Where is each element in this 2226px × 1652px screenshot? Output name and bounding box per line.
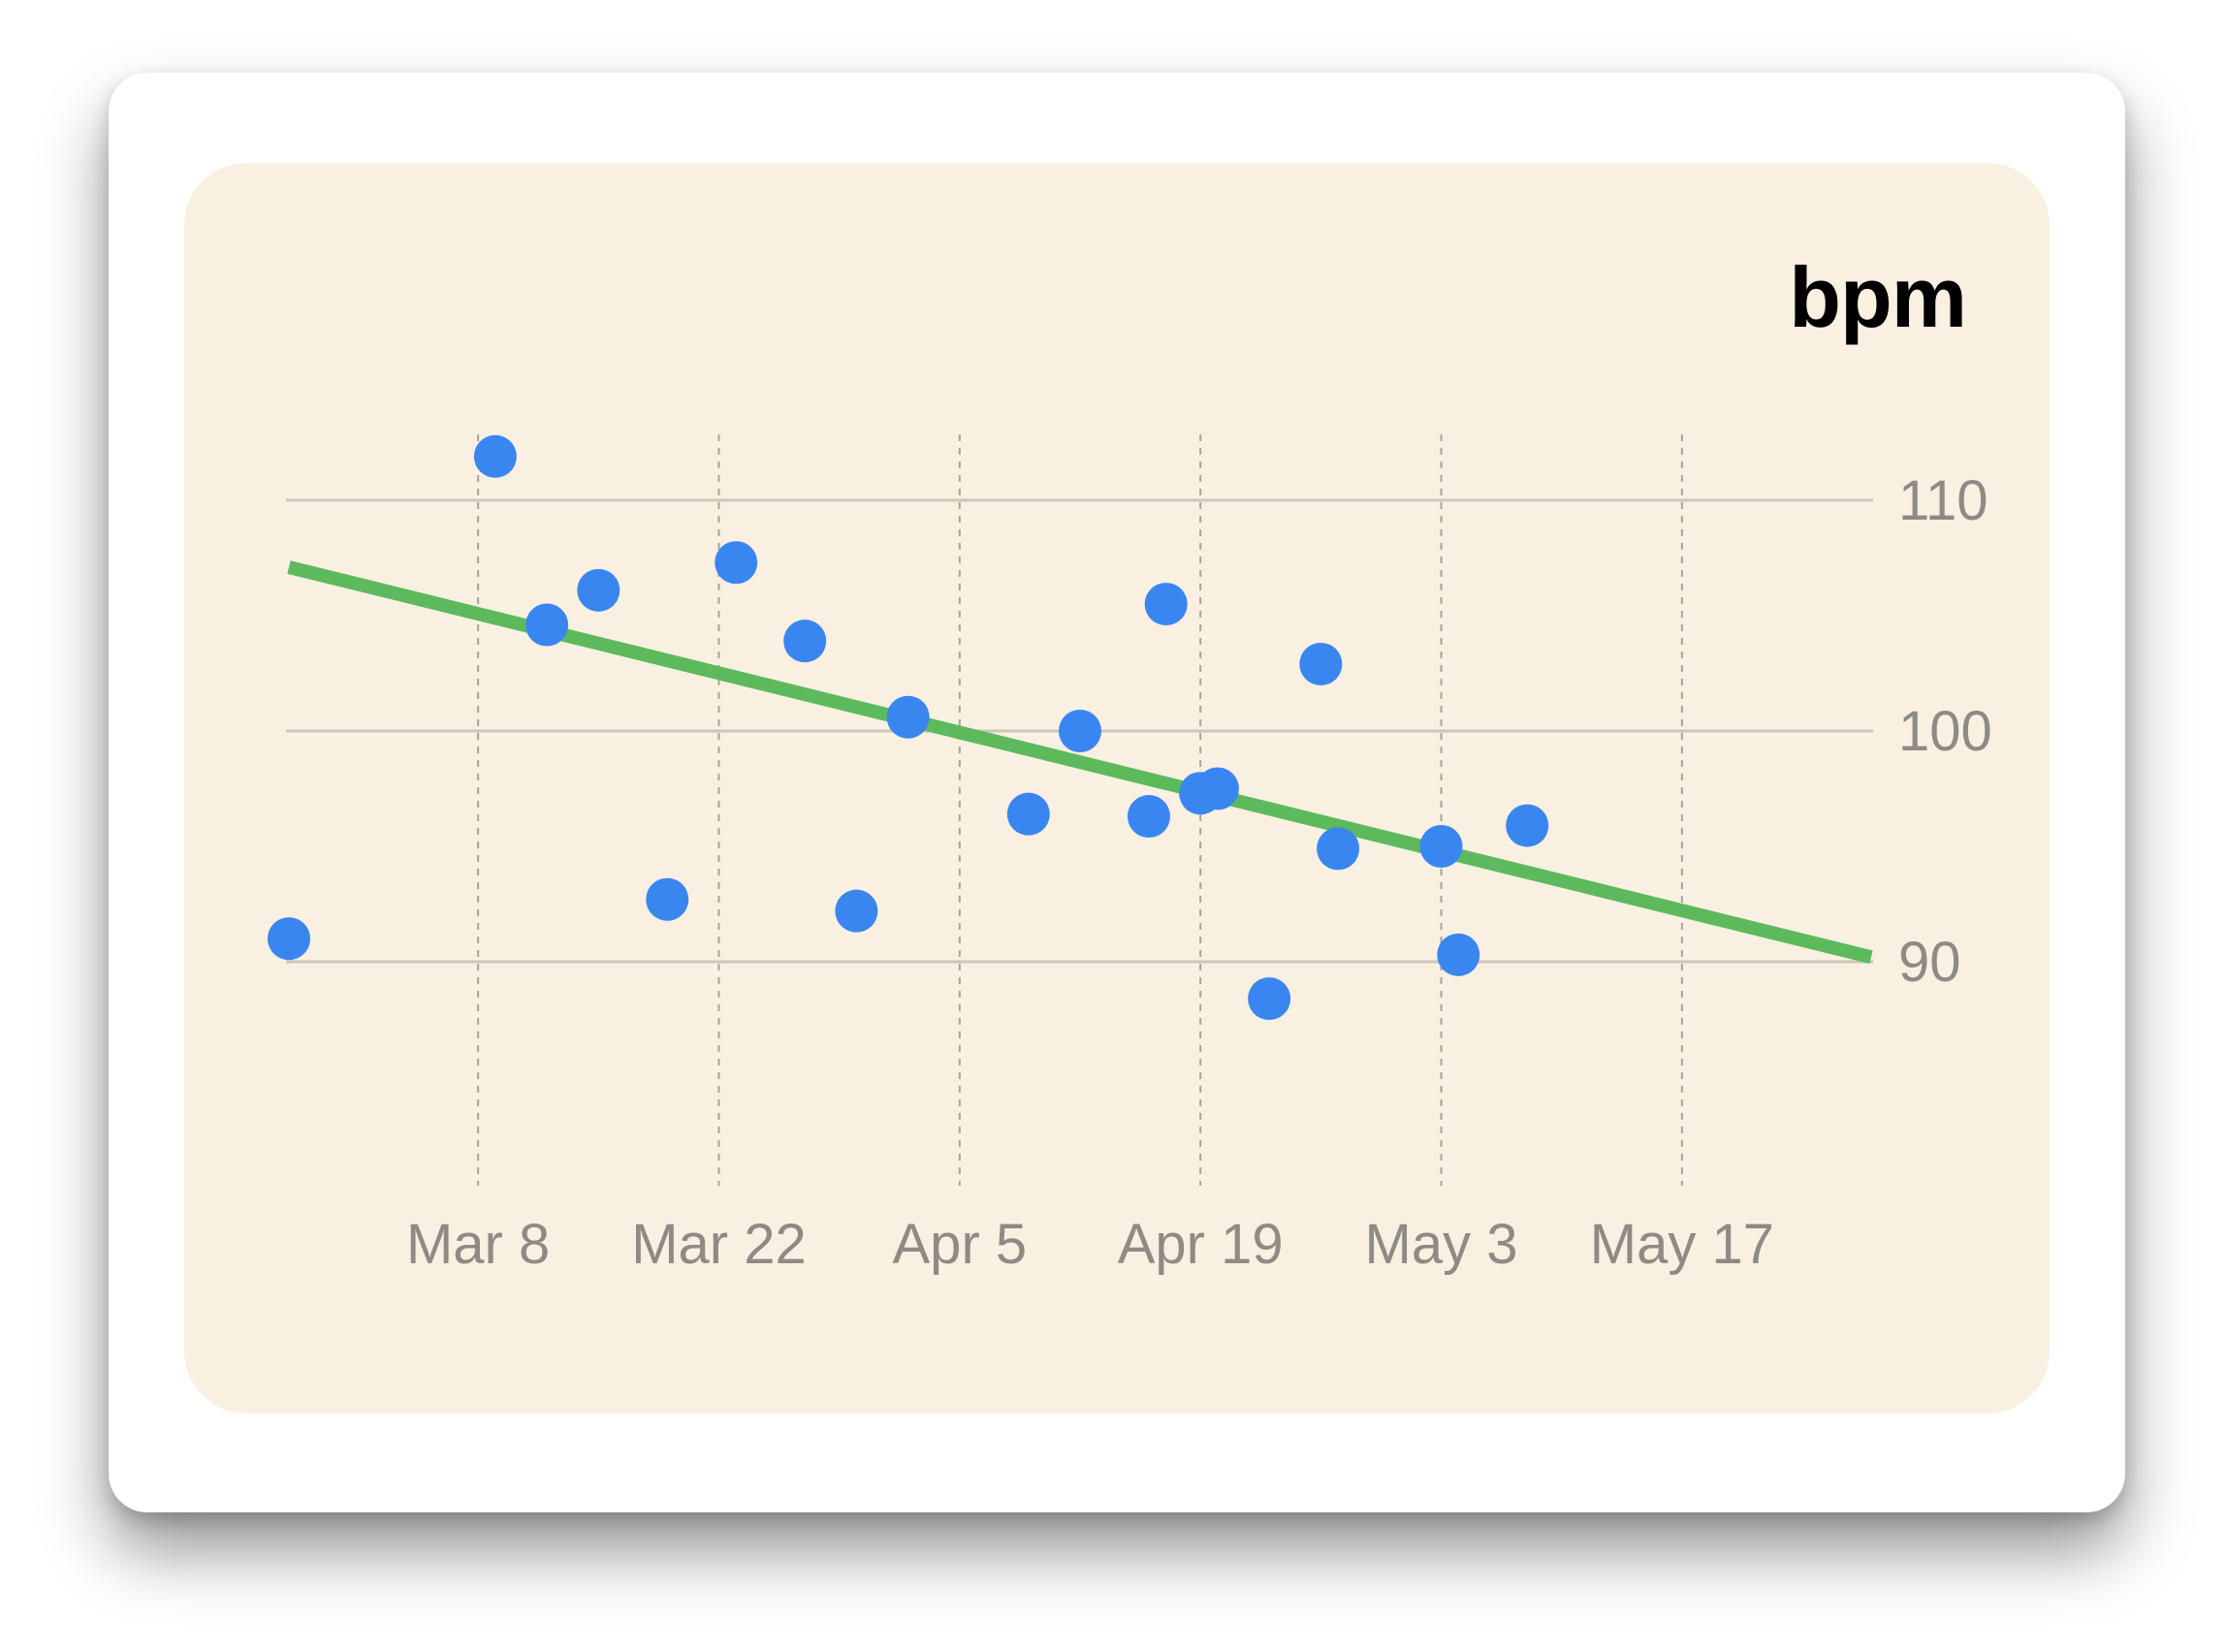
- data-point: [835, 889, 878, 933]
- x-tick-label: Mar 8: [406, 1213, 550, 1276]
- data-point: [525, 603, 569, 647]
- data-point: [1059, 710, 1101, 752]
- data-point: [1798, 807, 1841, 849]
- scatter-plot: Mar 8 Mar 22 Apr 5 Apr 19 May 3 May 17 110 100 9…: [268, 434, 1992, 1276]
- data-point: [715, 541, 758, 585]
- y-tick-label: 100: [1898, 700, 1992, 763]
- data-point: [1006, 792, 1050, 836]
- y-tick-label: 110: [1898, 469, 1988, 532]
- x-tick-label: May 3: [1365, 1213, 1518, 1276]
- data-point: [1144, 583, 1188, 626]
- data-point: [1195, 767, 1239, 810]
- unit-label: bpm: [1789, 249, 1967, 345]
- data-point: [1299, 642, 1343, 685]
- point-layer: [268, 434, 1892, 1030]
- data-point: [783, 620, 827, 663]
- data-point: [1626, 964, 1669, 1006]
- data-point: [1437, 933, 1480, 976]
- data-point: [1850, 987, 1892, 1030]
- data-point: [577, 568, 620, 612]
- data-point: [646, 877, 689, 921]
- x-tick-label: May 17: [1590, 1213, 1774, 1276]
- chart-card: bpm Mar 8 Mar 22 Apr 5 Apr 19 May 3 May 17 110…: [184, 163, 2050, 1414]
- x-tick-label: Apr 5: [893, 1213, 1028, 1276]
- data-point: [268, 917, 310, 961]
- x-tick-label: Mar 22: [631, 1213, 807, 1276]
- data-point: [1127, 795, 1170, 839]
- data-point: [1643, 624, 1686, 667]
- label-layer: Mar 8 Mar 22 Apr 5 Apr 19 May 3 May 17 110 100 9…: [406, 469, 1992, 1276]
- data-point: [1506, 804, 1549, 847]
- window-frame: bpm Mar 8 Mar 22 Apr 5 Apr 19 May 3 May 17 110…: [109, 73, 2125, 1512]
- data-point: [1317, 827, 1360, 871]
- grid-layer: [286, 434, 1873, 1186]
- x-tick-label: Apr 19: [1118, 1213, 1284, 1276]
- data-point: [473, 434, 517, 478]
- data-point: [886, 695, 930, 739]
- y-tick-label: 90: [1898, 931, 1961, 994]
- data-point: [1419, 825, 1463, 868]
- data-point: [1747, 975, 1790, 1018]
- data-point: [1248, 977, 1291, 1021]
